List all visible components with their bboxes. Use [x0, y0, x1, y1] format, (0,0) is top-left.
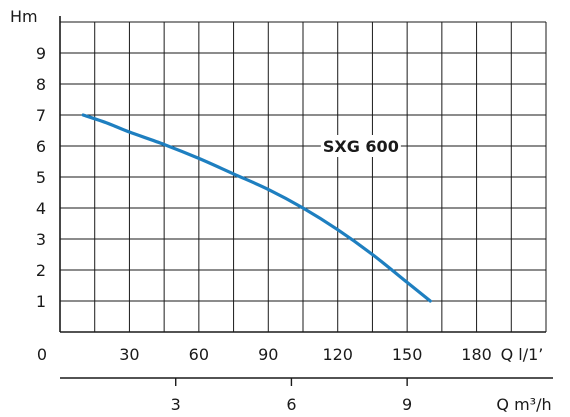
x-tick-label: 180 — [461, 345, 492, 364]
x-tick-label: 150 — [392, 345, 423, 364]
x-tick-label: 90 — [258, 345, 278, 364]
y-tick-label: 8 — [36, 75, 46, 94]
x-axis-label: Q l/1’ — [501, 345, 544, 364]
x2-tick-label: 6 — [286, 395, 296, 414]
y-axis-label: Hm — [10, 7, 38, 26]
y-tick-label: 6 — [36, 137, 46, 156]
y-tick-label: 1 — [36, 292, 46, 311]
y-tick-label: 4 — [36, 199, 46, 218]
axis-layer — [59, 16, 553, 386]
y-tick-label: 2 — [36, 261, 46, 280]
x-tick-label: 0 — [37, 345, 47, 364]
series-line-sxg-600 — [81, 113, 432, 303]
x-tick-label: 30 — [119, 345, 139, 364]
curve-label: SXG 600 — [323, 137, 399, 156]
label-layer: 1 2 3 4 5 6 7 8 9 Hm 0 30 60 90 120 150 180 Q l/1’ 3 6 9 Q m³… — [10, 7, 552, 414]
y-tick-label: 5 — [36, 168, 46, 187]
x-tick-label: 120 — [322, 345, 353, 364]
x2-tick-label: 3 — [171, 395, 181, 414]
x2-tick-label: 9 — [402, 395, 412, 414]
y-tick-label: 3 — [36, 230, 46, 249]
grid-layer — [60, 21, 547, 332]
curve-label-background — [320, 135, 401, 157]
y-tick-label: 9 — [36, 44, 46, 63]
y-tick-label: 7 — [36, 106, 46, 125]
x2-axis-label: Q m³/h — [496, 395, 551, 414]
x-tick-label: 60 — [189, 345, 209, 364]
series-layer — [81, 113, 432, 303]
